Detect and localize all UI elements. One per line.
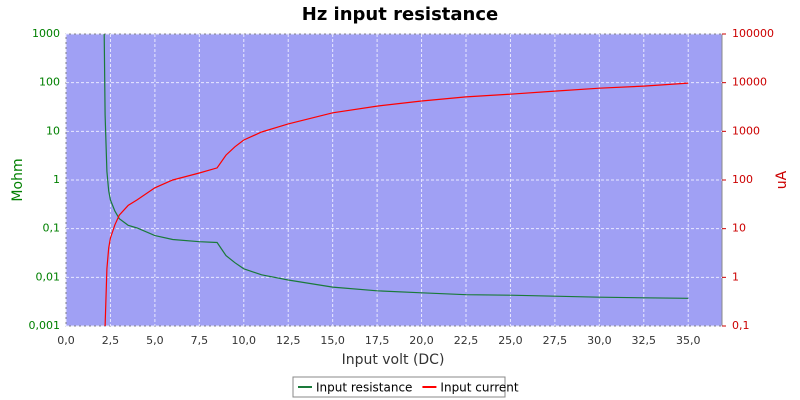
legend-label: Input resistance (316, 381, 412, 395)
y2-tick-label: 1000 (732, 124, 760, 137)
x-tick-label: 0,0 (57, 334, 75, 347)
y-tick-label: 0,01 (36, 270, 61, 283)
x-tick-label: 15,0 (320, 334, 345, 347)
y-tick-label: 10 (46, 124, 60, 137)
y2-tick-label: 1 (732, 270, 739, 283)
y-tick-label: 1 (53, 173, 60, 186)
series-line (104, 82, 689, 326)
y-tick-label: 0,001 (29, 319, 61, 332)
x-tick-label: 25,0 (498, 334, 523, 347)
series-line (103, 34, 689, 299)
legend-label: Input current (440, 381, 518, 395)
x-tick-label: 12,5 (276, 334, 301, 347)
x-axis-label: Input volt (DC) (342, 352, 445, 368)
x-tick-label: 2,5 (102, 334, 120, 347)
plot-lines (103, 34, 689, 326)
x-tick-label: 5,0 (146, 334, 164, 347)
y-axis-label: Mohm (10, 158, 26, 201)
y-tick-label: 1000 (32, 27, 60, 40)
x-tick-label: 27,5 (543, 334, 568, 347)
y2-tick-label: 100 (732, 173, 753, 186)
y2-tick-label: 0,1 (732, 319, 750, 332)
legend-box (292, 376, 506, 398)
x-tick-label: 22,5 (454, 334, 479, 347)
x-tick-label: 17,5 (365, 334, 390, 347)
y-tick-label: 100 (39, 76, 60, 89)
x-tick-label: 32,5 (632, 334, 657, 347)
x-tick-label: 30,0 (587, 334, 612, 347)
chart-title: Hz input resistance (302, 4, 499, 25)
y-tick-label: 0,1 (43, 222, 61, 235)
y2-tick-label: 10 (732, 222, 746, 235)
y2-tick-label: 10000 (732, 76, 767, 89)
x-tick-label: 20,0 (409, 334, 434, 347)
x-tick-label: 35,0 (676, 334, 701, 347)
y2-axis-label: uA (774, 170, 790, 189)
y2-tick-label: 100000 (732, 27, 774, 40)
x-tick-label: 7,5 (191, 334, 209, 347)
x-tick-label: 10,0 (232, 334, 257, 347)
